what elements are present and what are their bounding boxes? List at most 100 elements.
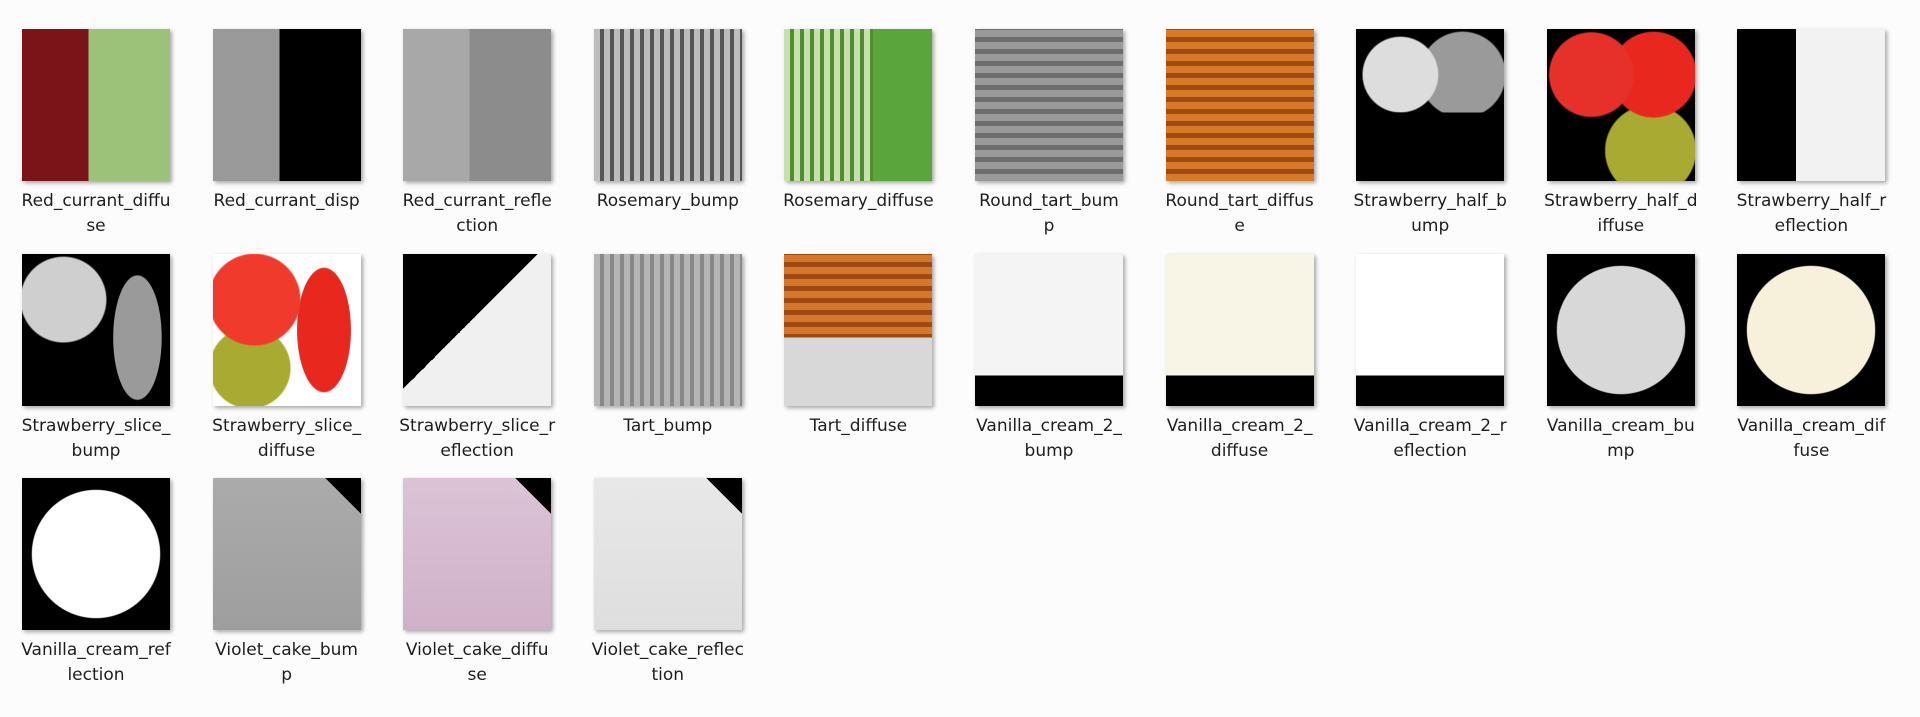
file-item[interactable]: Strawberry_half_r eflection <box>1718 29 1904 247</box>
thumbnail <box>975 29 1123 181</box>
thumbnail <box>22 253 170 406</box>
thumbnail <box>975 253 1123 406</box>
file-name-line: Strawberry_slice_ <box>21 415 171 436</box>
thumbnail <box>1546 253 1695 406</box>
file-name: Vanilla_cream_2_r eflection <box>1337 414 1523 464</box>
file-name-line: Tart_bump <box>623 415 713 436</box>
file-name: Strawberry_slice_diffuse <box>194 414 380 464</box>
thumbnail <box>403 478 552 630</box>
file-name: Violet_cake_diffu se <box>384 638 570 688</box>
file-name-line: Vanilla_cream_2_ <box>1166 415 1313 436</box>
file-name: Tart_bump <box>575 414 761 439</box>
file-name: Strawberry_slice_r eflection <box>384 414 570 464</box>
file-item[interactable]: Strawberry_slice_bump <box>3 253 189 472</box>
file-item[interactable]: Strawberry_slice_diffuse <box>194 253 380 472</box>
file-name: Red_currant_refle ction <box>384 189 570 239</box>
file-name-line: Strawberry_slice_ <box>212 415 362 436</box>
file-name-line: Strawberry_half_r <box>1736 191 1887 211</box>
file-name-line: bump <box>1024 440 1074 461</box>
file-name-line: iffuse <box>1597 216 1645 236</box>
thumbnail <box>22 478 170 630</box>
file-name-line: e <box>1234 216 1245 236</box>
file-name-line: Violet_cake_diffu <box>405 640 549 660</box>
file-name-line: se <box>86 216 106 236</box>
thumbnail <box>403 253 552 406</box>
thumbnail <box>1546 29 1695 181</box>
file-name-line: Red_currant_diffu <box>21 191 171 211</box>
file-name-line: Violet_cake_bum <box>215 640 358 660</box>
file-name: Tart_diffuse <box>765 414 951 439</box>
file-name-line: diffuse <box>257 440 316 461</box>
file-name-line: Violet_cake_reflec <box>591 640 744 660</box>
thumbnail <box>1356 29 1505 181</box>
thumbnail <box>593 29 742 181</box>
file-name-line: Strawberry_half_d <box>1544 191 1698 211</box>
file-name-line: Vanilla_cream_bu <box>1546 415 1695 436</box>
file-item[interactable]: Strawberry_slice_r eflection <box>384 253 570 472</box>
file-item[interactable]: Tart_bump <box>575 253 761 472</box>
file-name-line: eflection <box>1393 440 1467 461</box>
file-name-line: lection <box>67 665 125 685</box>
thumbnail <box>593 253 742 406</box>
file-name: Red_currant_disp <box>194 189 380 214</box>
thumbnail <box>212 29 361 181</box>
file-name-line: Red_currant_disp <box>213 191 360 211</box>
file-name-line: bump <box>71 440 121 461</box>
file-item[interactable]: Vanilla_cream_2_bump <box>956 253 1142 472</box>
file-item[interactable]: Rosemary_bump <box>575 29 761 247</box>
file-name: Strawberry_slice_bump <box>3 414 189 464</box>
file-name-line: ump <box>1411 216 1450 236</box>
thumbnail <box>212 253 361 406</box>
file-name: Vanilla_cream_2_bump <box>956 414 1142 464</box>
thumbnail <box>593 478 742 630</box>
thumbnail <box>212 478 361 630</box>
file-item[interactable]: Vanilla_cream_2_ diffuse <box>1147 253 1333 472</box>
file-item[interactable]: Red_currant_disp <box>194 29 380 247</box>
file-name-line: fuse <box>1793 440 1830 461</box>
file-name: Vanilla_cream_2_ diffuse <box>1147 414 1333 464</box>
file-name-line: Strawberry_slice_r <box>399 415 556 436</box>
file-name-line: Round_tart_bum <box>979 191 1119 211</box>
file-name-line: p <box>1043 216 1055 236</box>
file-item[interactable]: Vanilla_cream_2_r eflection <box>1337 253 1523 472</box>
file-name: Round_tart_diffus e <box>1147 189 1333 239</box>
file-item[interactable]: Red_currant_refle ction <box>384 29 570 247</box>
file-name-line: p <box>281 665 292 685</box>
file-name-line: eflection <box>440 440 514 461</box>
file-name-line: Strawberry_half_b <box>1353 191 1507 211</box>
file-name-line: tion <box>651 665 685 685</box>
file-item[interactable]: Rosemary_diffuse <box>765 29 951 247</box>
file-name-line: Vanilla_cream_2_ <box>976 415 1122 436</box>
file-item[interactable]: Round_tart_diffus e <box>1147 29 1333 247</box>
file-name-line: Vanilla_cream_dif <box>1737 415 1886 436</box>
thumbnail <box>22 29 170 181</box>
thumbnail <box>1165 29 1314 181</box>
thumbnail <box>784 253 933 406</box>
file-item[interactable]: Tart_diffuse <box>765 253 951 472</box>
file-name-line: Red_currant_refle <box>402 191 552 211</box>
file-name-line: Vanilla_cream_ref <box>21 640 171 660</box>
file-item[interactable]: Violet_cake_diffu se <box>384 478 570 696</box>
file-name-line: Rosemary_diffuse <box>783 191 934 211</box>
file-name: Rosemary_diffuse <box>765 189 951 214</box>
file-name-line: mp <box>1607 440 1635 461</box>
